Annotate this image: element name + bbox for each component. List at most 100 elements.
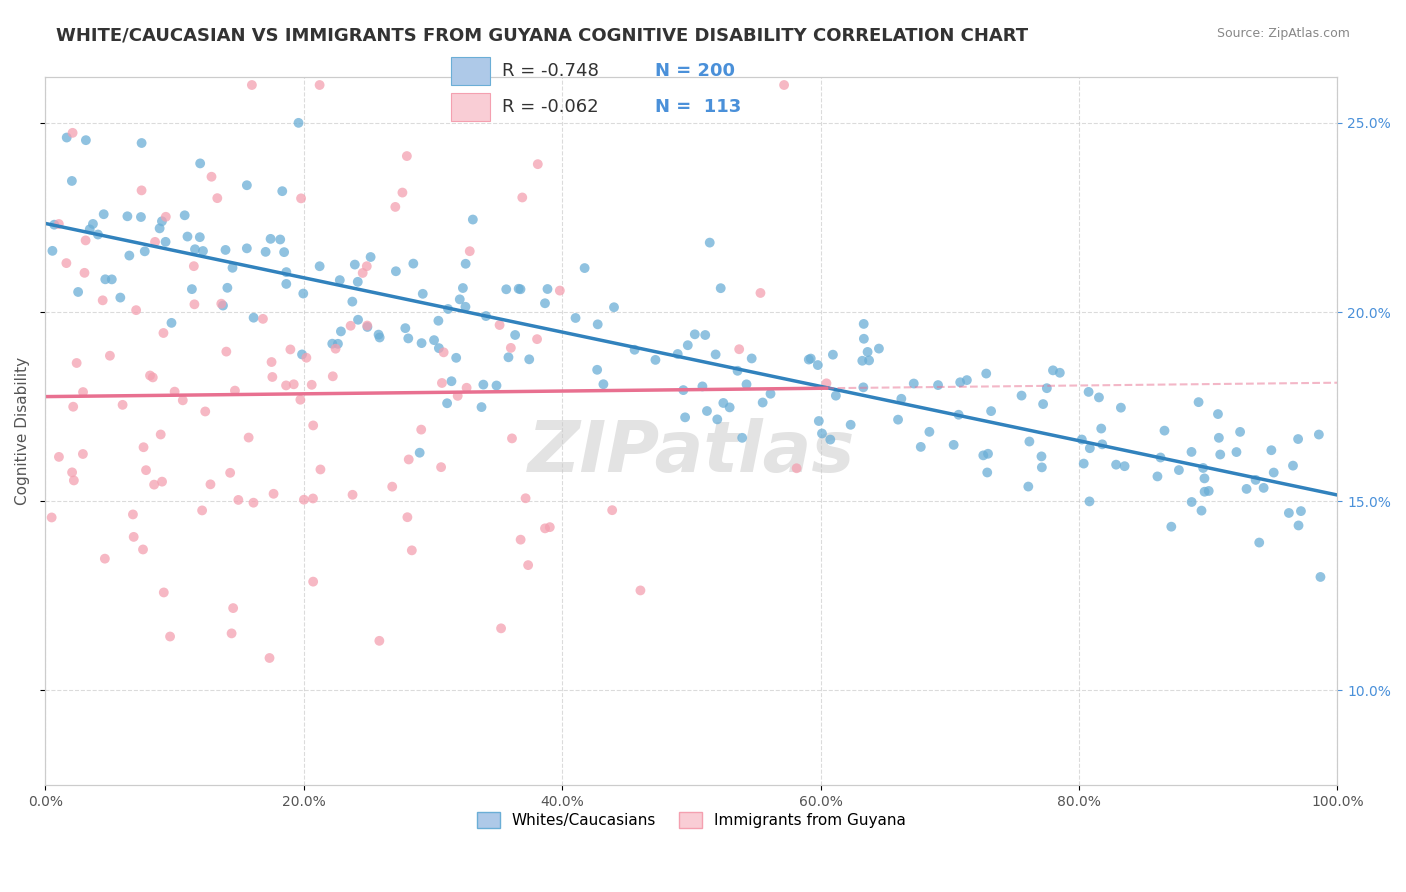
Point	[852, 332, 875, 346]
Point	[1088, 391, 1111, 405]
Point	[718, 401, 741, 415]
Point	[536, 282, 558, 296]
Point	[433, 345, 456, 359]
Point	[260, 355, 283, 369]
Point	[815, 376, 838, 391]
Point	[55, 256, 77, 270]
Point	[1194, 471, 1216, 485]
Point	[1011, 388, 1033, 402]
Point	[329, 325, 352, 339]
Point	[696, 404, 718, 418]
Point	[180, 282, 202, 296]
Point	[183, 259, 205, 273]
Point	[66, 356, 89, 370]
Point	[308, 78, 330, 92]
Point	[623, 343, 645, 357]
Point	[574, 261, 596, 276]
Point	[683, 327, 706, 342]
Point	[291, 347, 314, 361]
Point	[600, 503, 623, 517]
Point	[454, 300, 477, 314]
Point	[786, 461, 808, 475]
Point	[329, 273, 352, 287]
Point	[160, 316, 183, 330]
Point	[236, 178, 259, 193]
Point	[666, 347, 689, 361]
Point	[825, 389, 848, 403]
Point	[526, 157, 548, 171]
Point	[139, 368, 162, 383]
Point	[1282, 458, 1305, 473]
Point	[851, 353, 873, 368]
Point	[129, 210, 152, 224]
Bar	[451, 94, 491, 121]
Point	[534, 296, 557, 310]
Point	[308, 259, 330, 273]
Point	[122, 530, 145, 544]
Point	[110, 291, 132, 305]
Point	[309, 462, 332, 476]
Point	[749, 285, 772, 300]
Point	[807, 414, 830, 428]
Point	[72, 385, 94, 400]
Point	[412, 286, 434, 301]
Point	[592, 377, 614, 392]
Point	[274, 378, 297, 392]
Point	[515, 491, 537, 506]
Point	[117, 209, 139, 223]
Point	[1229, 425, 1251, 439]
Point	[408, 446, 430, 460]
Point	[184, 242, 207, 256]
Point	[811, 426, 834, 441]
Point	[401, 543, 423, 558]
Point	[132, 542, 155, 557]
Point	[238, 431, 260, 445]
Point	[1049, 366, 1071, 380]
Legend: Whites/Caucasians, Immigrants from Guyana: Whites/Caucasians, Immigrants from Guyan…	[471, 805, 912, 834]
Point	[188, 230, 211, 244]
Point	[93, 207, 115, 221]
Point	[352, 266, 374, 280]
Point	[820, 433, 842, 447]
Point	[485, 378, 508, 392]
Point	[321, 336, 343, 351]
Point	[183, 297, 205, 311]
Point	[692, 379, 714, 393]
Point	[972, 448, 994, 462]
Point	[510, 190, 533, 204]
Point	[143, 477, 166, 491]
Point	[974, 367, 997, 381]
Point	[977, 447, 1000, 461]
Point	[1032, 397, 1054, 411]
Point	[727, 364, 749, 378]
Point	[302, 574, 325, 589]
Point	[155, 210, 177, 224]
Point	[194, 404, 217, 418]
Point	[436, 396, 458, 410]
Point	[1070, 433, 1092, 447]
Point	[1198, 483, 1220, 498]
Point	[676, 338, 699, 352]
Point	[704, 347, 727, 361]
Point	[62, 400, 84, 414]
Point	[134, 244, 156, 259]
Point	[402, 257, 425, 271]
Point	[1263, 466, 1285, 480]
Point	[1090, 421, 1112, 435]
Point	[273, 245, 295, 260]
Point	[1208, 431, 1230, 445]
Point	[1253, 481, 1275, 495]
Point	[60, 466, 83, 480]
Point	[731, 431, 754, 445]
Point	[188, 156, 211, 170]
Point	[322, 369, 344, 384]
Point	[821, 348, 844, 362]
Point	[586, 318, 609, 332]
Point	[252, 311, 274, 326]
Text: N =  113: N = 113	[655, 98, 742, 116]
Point	[1109, 401, 1132, 415]
Point	[1077, 384, 1099, 399]
Point	[384, 200, 406, 214]
Text: Source: ZipAtlas.com: Source: ZipAtlas.com	[1216, 27, 1350, 40]
Point	[221, 260, 243, 275]
